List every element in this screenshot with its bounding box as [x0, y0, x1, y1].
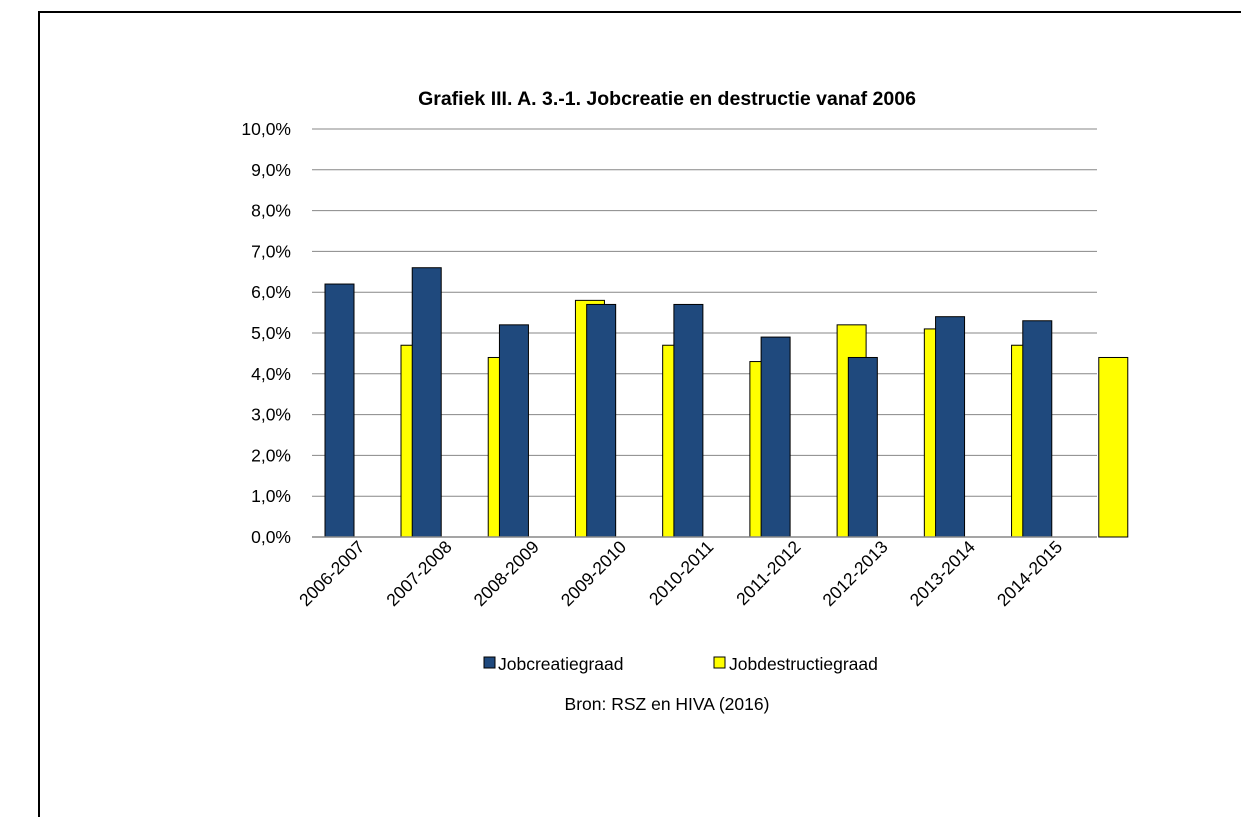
bar-jobcreatiegraad	[847, 356, 878, 538]
page-frame	[38, 11, 1241, 817]
source-note: Bron: RSZ en HIVA (2016)	[565, 694, 770, 714]
x-tick-label: 2012-2013	[818, 537, 891, 610]
y-tick-label: 6,0%	[251, 282, 291, 302]
x-tick-label: 2011-2012	[732, 537, 804, 609]
x-axis-ticks: 2006-2007 2007-2008 2008-2009 2009-2010 2010…	[295, 537, 1066, 611]
y-tick-label: 3,0%	[251, 405, 291, 425]
bar-jobcreatiegraad	[411, 267, 442, 538]
y-tick-label: 10,0%	[241, 119, 291, 139]
legend-label: Jobdestructiegraad	[729, 654, 878, 674]
x-tick-label: 2009-2010	[557, 537, 631, 611]
bar-jobcreatiegraad	[673, 303, 704, 538]
gridlines	[312, 128, 1097, 497]
bar-jobdestructiegraad	[1098, 356, 1129, 538]
y-tick-label: 4,0%	[251, 364, 291, 384]
y-tick-label: 9,0%	[251, 160, 291, 180]
y-axis-ticks: 0,0% 1,0% 2,0% 3,0% 4,0% 5,0% 6,0% 7,0% 8,0% 9,0%…	[241, 119, 291, 547]
bars	[324, 267, 1129, 538]
y-tick-label: 5,0%	[251, 323, 291, 343]
x-tick-label: 2013-2014	[906, 537, 980, 611]
chart-title: Grafiek III. A. 3.-1. Jobcreatie en dest…	[418, 88, 916, 110]
y-tick-label: 8,0%	[251, 201, 291, 221]
legend-swatch	[483, 656, 496, 669]
x-tick-label: 2006-2007	[295, 537, 368, 610]
x-tick-label: 2010-2011	[645, 537, 717, 609]
y-tick-label: 7,0%	[251, 241, 291, 261]
y-tick-label: 2,0%	[251, 445, 291, 465]
legend-label: Jobcreatiegraad	[498, 654, 624, 674]
x-tick-label: 2007-2008	[382, 537, 455, 610]
x-tick-label: 2008-2009	[470, 537, 543, 610]
bar-jobcreatiegraad	[760, 336, 791, 538]
y-tick-label: 1,0%	[251, 486, 291, 506]
bar-jobcreatiegraad	[324, 283, 355, 538]
x-tick-label: 2014-2015	[993, 537, 1066, 610]
bar-jobcreatiegraad	[1022, 320, 1053, 538]
bar-jobcreatiegraad	[935, 316, 966, 538]
y-tick-label: 0,0%	[251, 527, 291, 547]
legend-swatch	[713, 656, 726, 669]
bar-jobcreatiegraad	[498, 324, 529, 538]
bar-jobcreatiegraad	[586, 303, 617, 538]
legend: Jobcreatiegraad Jobdestructiegraad	[483, 654, 878, 674]
